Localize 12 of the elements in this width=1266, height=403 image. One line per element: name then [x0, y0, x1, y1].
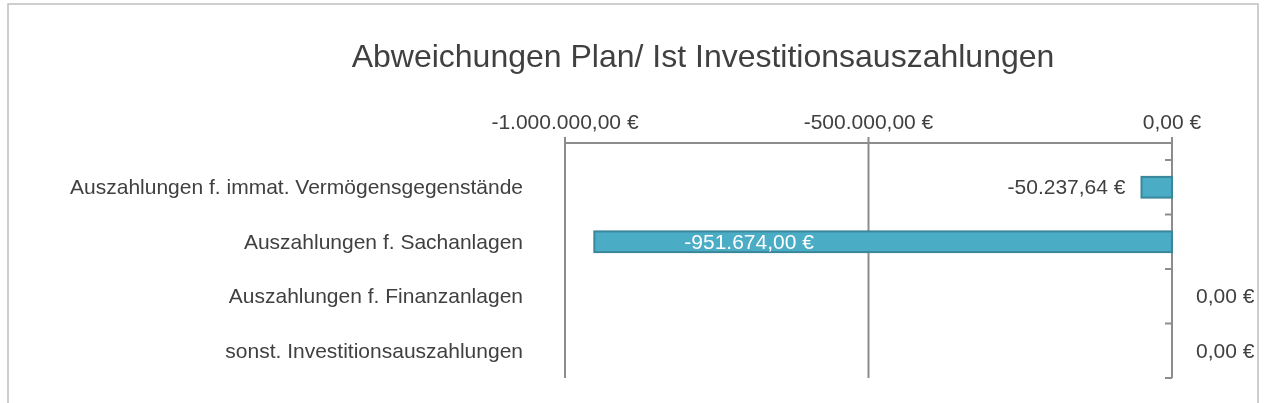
y-tick-label: Auszahlungen f. Finanzanlagen: [228, 284, 523, 308]
data-label: 0,00 €: [1196, 284, 1255, 308]
chart-title: Abweichungen Plan/ Ist Investitionsauszahlungen: [351, 38, 1055, 74]
y-tick-label: Auszahlungen f. immat. Vermögensgegenstände: [70, 175, 523, 199]
x-tick-label: -500.000,00 €: [803, 110, 934, 133]
data-label: 0,00 €: [1196, 338, 1255, 362]
y-tick-label: Auszahlungen f. Sachanlagen: [243, 229, 523, 253]
data-label: -50.237,64 €: [1007, 175, 1126, 199]
x-tick-label: 0,00 €: [1142, 110, 1202, 133]
data-label: -951.674,00 €: [684, 229, 815, 253]
y-tick-label: sonst. Investitionsauszahlungen: [225, 338, 523, 362]
x-tick-label: -1.000.000,00 €: [491, 110, 639, 133]
